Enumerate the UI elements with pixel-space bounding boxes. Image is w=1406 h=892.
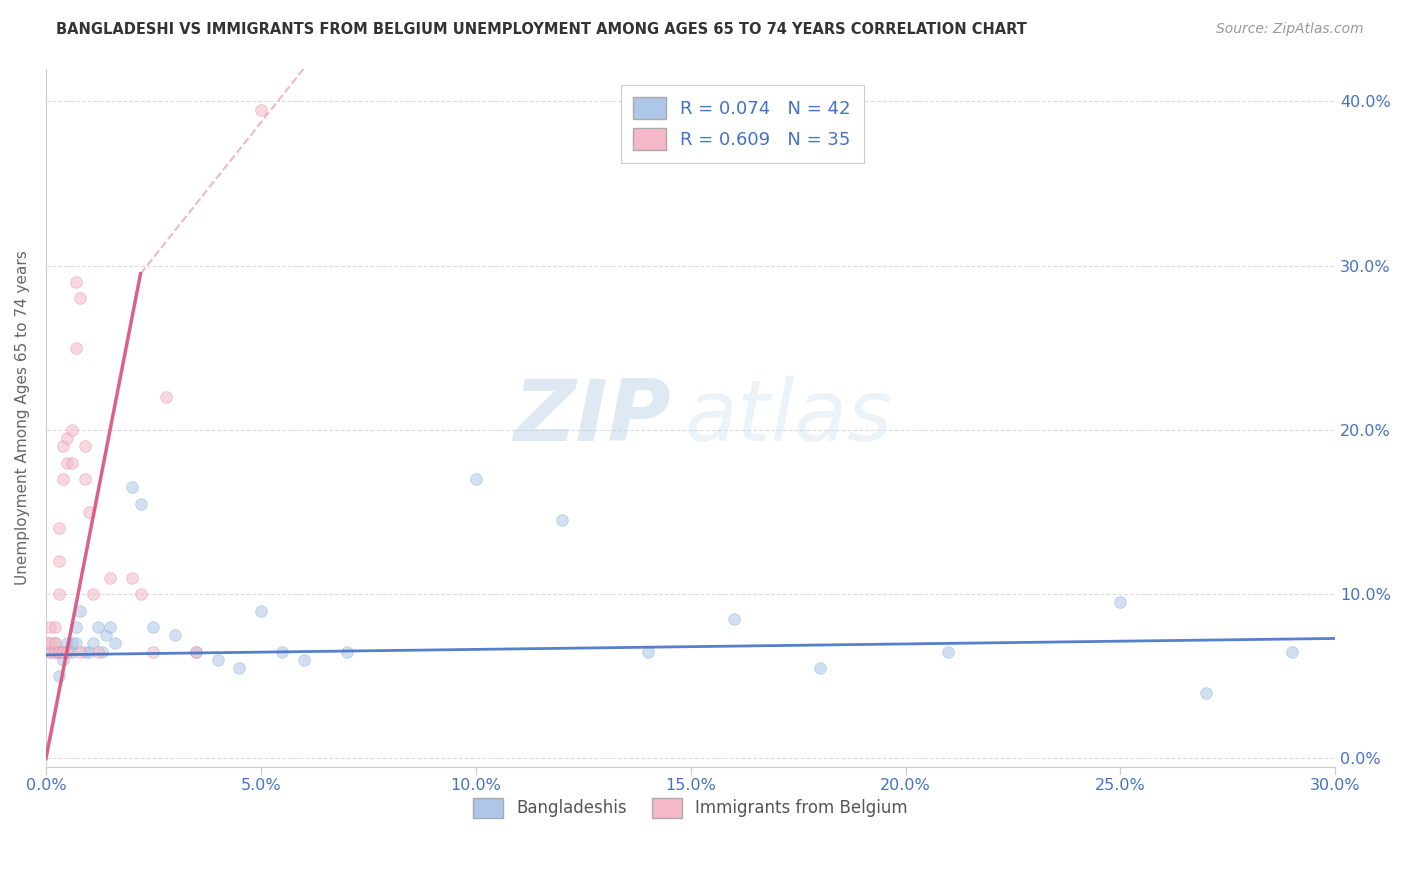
Point <box>69 292 91 306</box>
Text: BANGLADESHI VS IMMIGRANTS FROM BELGIUM UNEMPLOYMENT AMONG AGES 65 TO 74 YEARS CO: BANGLADESHI VS IMMIGRANTS FROM BELGIUM U… <box>56 22 1028 37</box>
Point <box>129 497 152 511</box>
Point <box>86 644 108 658</box>
Point <box>94 628 117 642</box>
Point <box>336 644 359 658</box>
Y-axis label: Unemployment Among Ages 65 to 74 years: Unemployment Among Ages 65 to 74 years <box>15 250 30 585</box>
Point <box>250 603 273 617</box>
Point <box>142 620 165 634</box>
Point <box>52 653 75 667</box>
Point <box>39 644 62 658</box>
Point <box>48 521 70 535</box>
Point <box>121 480 143 494</box>
Point <box>44 644 66 658</box>
Point <box>52 472 75 486</box>
Text: atlas: atlas <box>685 376 893 459</box>
Point <box>86 620 108 634</box>
Point <box>48 554 70 568</box>
Point <box>938 644 960 658</box>
Point <box>48 644 70 658</box>
Point <box>56 644 79 658</box>
Point <box>48 644 70 658</box>
Point <box>155 390 177 404</box>
Point <box>228 661 250 675</box>
Point <box>39 636 62 650</box>
Point <box>65 620 87 634</box>
Point <box>104 636 127 650</box>
Point <box>73 472 96 486</box>
Point <box>292 653 315 667</box>
Point <box>163 628 186 642</box>
Point <box>44 636 66 650</box>
Text: Source: ZipAtlas.com: Source: ZipAtlas.com <box>1216 22 1364 37</box>
Point <box>100 571 122 585</box>
Point <box>271 644 294 658</box>
Point <box>100 620 122 634</box>
Point <box>82 587 104 601</box>
Point <box>48 587 70 601</box>
Point <box>56 636 79 650</box>
Point <box>808 661 831 675</box>
Point <box>60 423 83 437</box>
Point <box>44 636 66 650</box>
Point <box>73 644 96 658</box>
Point <box>65 275 87 289</box>
Point <box>52 644 75 658</box>
Point <box>69 603 91 617</box>
Point <box>65 341 87 355</box>
Point <box>186 644 208 658</box>
Point <box>77 644 100 658</box>
Point <box>77 505 100 519</box>
Point <box>44 644 66 658</box>
Legend: Bangladeshis, Immigrants from Belgium: Bangladeshis, Immigrants from Belgium <box>467 791 915 824</box>
Point <box>60 456 83 470</box>
Point <box>142 644 165 658</box>
Point <box>52 644 75 658</box>
Point <box>550 513 572 527</box>
Point <box>69 644 91 658</box>
Point <box>48 669 70 683</box>
Point <box>39 620 62 634</box>
Point <box>60 636 83 650</box>
Point <box>56 456 79 470</box>
Point <box>73 439 96 453</box>
Text: ZIP: ZIP <box>513 376 671 459</box>
Point <box>723 612 745 626</box>
Point <box>1109 595 1132 609</box>
Point <box>129 587 152 601</box>
Point <box>65 636 87 650</box>
Point <box>250 103 273 117</box>
Point <box>60 644 83 658</box>
Point <box>90 644 112 658</box>
Point <box>56 431 79 445</box>
Point <box>637 644 659 658</box>
Point <box>121 571 143 585</box>
Point <box>207 653 229 667</box>
Point <box>1195 686 1218 700</box>
Point <box>52 439 75 453</box>
Point <box>464 472 486 486</box>
Point <box>44 620 66 634</box>
Point <box>37 636 59 650</box>
Point <box>1281 644 1303 658</box>
Point <box>39 644 62 658</box>
Point <box>56 644 79 658</box>
Point <box>186 644 208 658</box>
Point <box>82 636 104 650</box>
